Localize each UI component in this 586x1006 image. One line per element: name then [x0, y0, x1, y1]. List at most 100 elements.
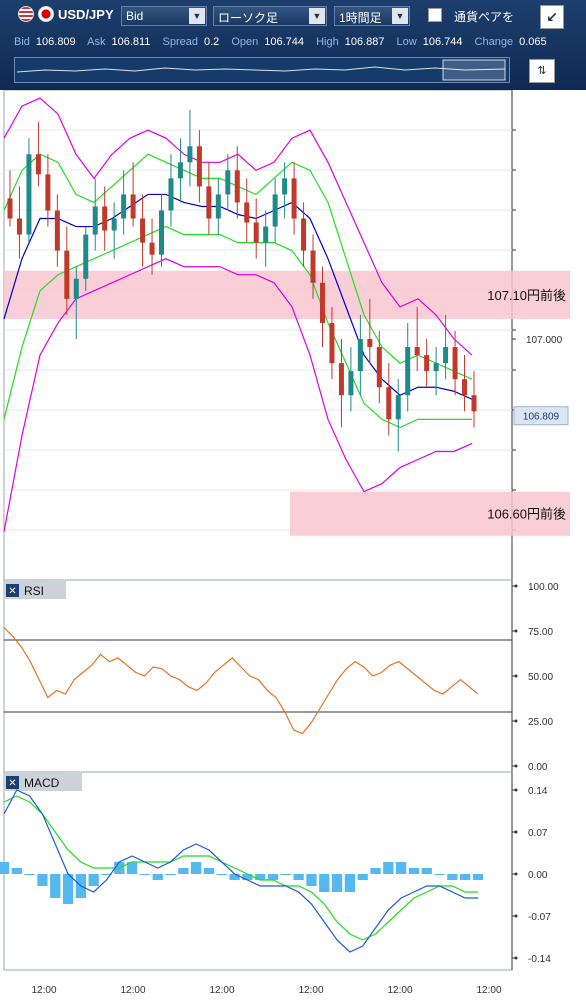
macd-histogram-bar: [255, 874, 266, 880]
macd-histogram-bar: [229, 874, 240, 880]
candle-body: [291, 178, 297, 219]
candle-body: [73, 278, 79, 299]
candle-body: [405, 347, 411, 396]
indicator-tab: [4, 581, 66, 599]
macd-histogram-bar: [472, 874, 484, 880]
close-icon: ✕: [8, 778, 16, 789]
us-flag-icon: [18, 6, 34, 22]
bollinger-upper-line: [3, 97, 473, 356]
macd-histogram-bar: [267, 874, 279, 880]
support-resistance-zone: [4, 270, 570, 319]
bollinger-lower-line: [3, 258, 473, 532]
macd-histogram-bar: [139, 874, 151, 875]
quote-bar: Bid 106.809 Ask 106.811 Spread 0.2 Open 106.…: [14, 36, 556, 48]
rsi-tick-dot: [514, 584, 518, 588]
candle-body: [121, 194, 127, 219]
price-type-value: Bid: [126, 9, 144, 23]
macd-tick-label: 0.07: [528, 828, 548, 839]
bid-value: 106.809: [35, 36, 76, 48]
rsi-tick-dot: [514, 674, 518, 678]
rsi-tick-label: 25.00: [528, 717, 553, 728]
macd-histogram-bar: [447, 874, 458, 880]
macd-histogram-bar: [434, 874, 445, 875]
macd-tick-dot: [514, 914, 518, 918]
macd-line: [3, 789, 478, 953]
spread-label: Spread: [162, 36, 198, 48]
candle-body: [272, 194, 278, 227]
chevron-down-icon: ▼: [392, 8, 408, 24]
jp-flag-icon: [38, 6, 54, 22]
expand-arrow-icon[interactable]: ↙: [540, 5, 564, 29]
candle-body: [452, 347, 458, 380]
moving-average-line: [3, 193, 473, 400]
rsi-tick-label: 0.00: [528, 762, 548, 773]
candle-body: [319, 282, 325, 323]
zoom-toggle-icon[interactable]: ⇅: [529, 59, 555, 83]
panel-frame-3: [3, 771, 513, 971]
ask-label: Ask: [87, 36, 106, 48]
macd-histogram-bar: [280, 874, 291, 875]
macd-histogram-bar: [216, 874, 227, 875]
macd-histogram-bar: [344, 874, 356, 892]
timeframe-select[interactable]: 1時間足 ▼: [334, 6, 410, 26]
panel-frame-2: [3, 579, 513, 773]
macd-histogram-bar: [126, 862, 138, 874]
time-tick-label: 12:00: [476, 985, 501, 996]
candle-body: [168, 178, 174, 211]
ask-value: 106.811: [111, 36, 151, 48]
open-label: Open: [231, 36, 259, 48]
candle-body: [64, 250, 70, 299]
macd-histogram-bar: [152, 874, 163, 880]
candle-body: [367, 339, 373, 348]
candle-body: [215, 194, 221, 219]
chart-area[interactable]: 107.10円前後 106.60円前後 107.000 106.809 ✕ RSI 100.…: [0, 90, 586, 1006]
signal-line: [3, 795, 478, 941]
candle-body: [253, 222, 259, 243]
macd-histogram-bar: [165, 874, 176, 875]
candle-body: [357, 339, 363, 372]
candle-body: [140, 218, 146, 243]
candle-body: [348, 371, 354, 396]
candle-body: [462, 379, 468, 396]
bid-label: Bid: [14, 36, 30, 48]
rsi-line: [3, 626, 479, 735]
navigator-scrollbar[interactable]: [14, 57, 510, 83]
current-price-box: [513, 406, 569, 426]
candle-body: [187, 146, 193, 163]
change-label: Change: [474, 36, 514, 48]
macd-histogram-bar: [421, 868, 432, 874]
navigator-preview: [16, 59, 506, 81]
macd-histogram-bar: [203, 868, 215, 874]
candle-body: [16, 218, 22, 235]
macd-histogram-bar: [331, 874, 343, 892]
macd-histogram-bar: [37, 874, 48, 886]
chevron-down-icon: ▼: [309, 8, 325, 24]
support-resistance-zone: [290, 491, 570, 536]
macd-histogram-bar: [242, 874, 253, 880]
time-tick-label: 12:00: [120, 985, 145, 996]
macd-histogram-bar: [319, 874, 330, 892]
low-label: Low: [396, 36, 417, 48]
candle-body: [433, 363, 439, 372]
macd-histogram-bar: [24, 874, 35, 875]
candle-body: [92, 206, 98, 235]
rsi-tick-dot: [514, 719, 518, 723]
candle-body: [45, 174, 51, 211]
price-type-select[interactable]: Bid ▼: [121, 6, 207, 26]
macd-histogram-bar: [383, 862, 394, 874]
chart-type-select[interactable]: ローソク足 ▼: [213, 6, 327, 26]
candle-body: [395, 395, 401, 420]
high-label: High: [316, 36, 339, 48]
candle-body: [35, 154, 41, 175]
pair-checkbox[interactable]: [428, 8, 442, 22]
macd-tick-label: -0.14: [528, 954, 551, 965]
symbol-selector[interactable]: USD/JPY: [18, 6, 114, 22]
rsi-tick-label: 50.00: [528, 672, 553, 683]
open-value: 106.744: [264, 36, 305, 48]
time-tick-label: 12:00: [387, 985, 412, 996]
candle-body: [282, 178, 288, 195]
close-icon: [6, 584, 19, 597]
zone-label: 107.10円前後: [487, 288, 566, 303]
rsi-tick-dot: [514, 629, 518, 633]
macd-histogram-bar: [191, 862, 202, 874]
